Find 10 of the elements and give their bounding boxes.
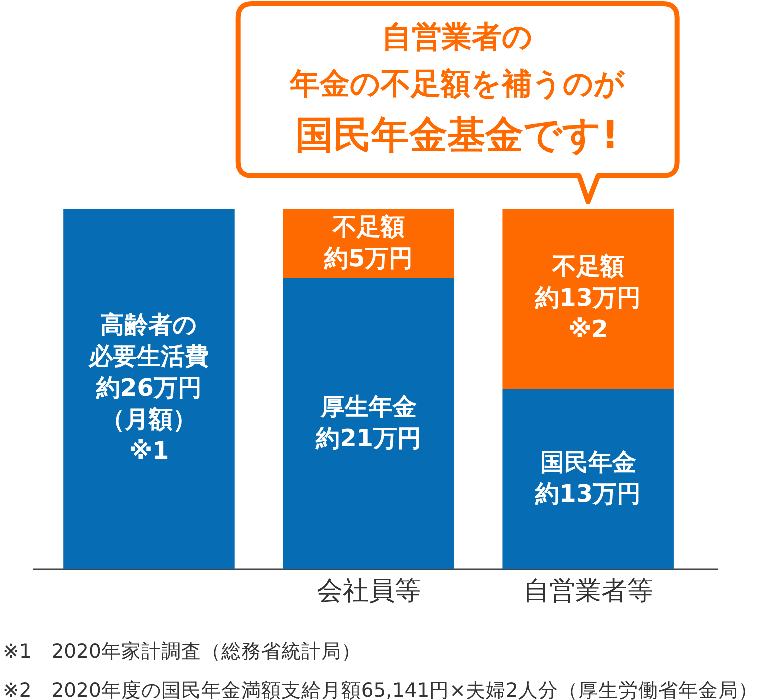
- data-label: 国民年金約13万円: [534, 448, 642, 508]
- data-label: 不足額約13万円※2: [534, 252, 642, 344]
- text: ※1 2020年家計調査（総務省統計局）: [3, 640, 362, 663]
- annotation: 自営業者の年金の不足額を補うのが国民年金基金です!: [288, 20, 626, 157]
- data-label: 高齢者の必要生活費約26万円（月額）※1: [88, 311, 210, 465]
- data-label: 不足額約5万円: [323, 212, 414, 272]
- data-label: 厚生年金約21万円: [315, 392, 422, 452]
- text: ※2 2020年度の国民年金満額支給月額65,141円×夫婦2人分（厚生労働省年金局）: [3, 679, 758, 700]
- x-tick-label: 自営業者等: [523, 576, 654, 606]
- x-tick-label: 会社員等: [316, 576, 421, 606]
